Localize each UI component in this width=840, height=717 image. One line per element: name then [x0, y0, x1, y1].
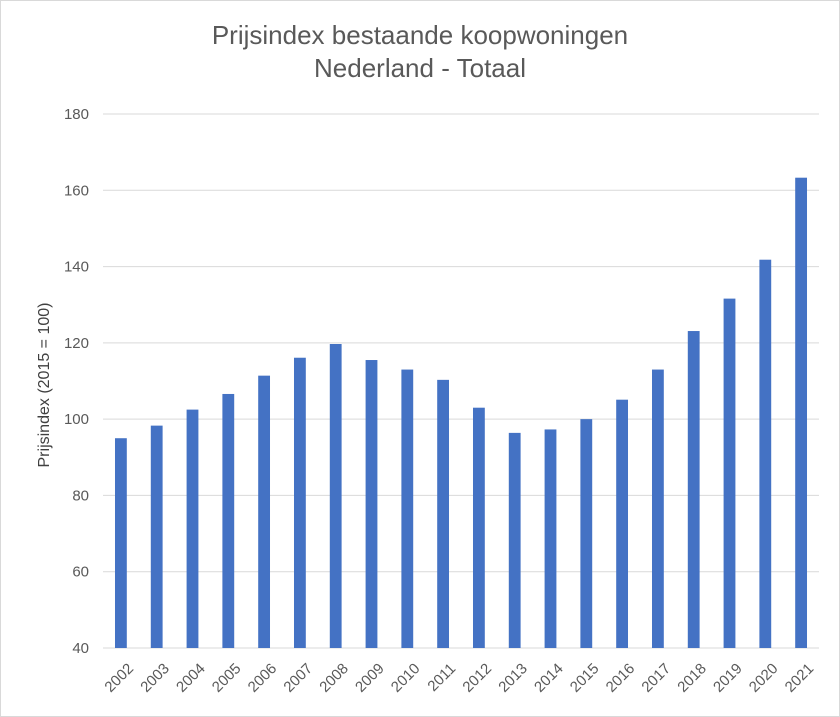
x-tick-label: 2021 [782, 660, 818, 696]
bar-2007 [293, 357, 306, 648]
bar-2003 [150, 425, 163, 648]
x-tick-label: 2014 [531, 660, 567, 696]
x-tick-label: 2012 [459, 660, 495, 696]
y-tick-label: 60 [72, 564, 89, 581]
x-tick-label: 2004 [173, 660, 209, 696]
y-tick-label: 180 [64, 106, 89, 123]
bar-2011 [437, 379, 450, 648]
bar-2013 [508, 432, 521, 648]
bar-2018 [687, 331, 700, 648]
bar-2019 [723, 298, 736, 648]
x-tick-label: 2020 [746, 660, 782, 696]
x-tick-label: 2013 [495, 660, 531, 696]
bar-2020 [759, 259, 772, 648]
x-tick-label: 2018 [674, 660, 710, 696]
x-tick-label: 2007 [280, 660, 316, 696]
x-tick-label: 2008 [316, 660, 352, 696]
gridlines [103, 113, 819, 649]
chart-title: Prijsindex bestaande koopwoningen Nederl… [1, 19, 839, 85]
y-tick-label: 160 [64, 182, 89, 199]
chart-title-line-1: Prijsindex bestaande koopwoningen [211, 20, 629, 50]
x-tick-label: 2017 [638, 660, 674, 696]
x-tick-label: 2010 [388, 660, 424, 696]
x-tick-label: 2016 [603, 660, 639, 696]
y-axis-title: Prijsindex (2015 = 100) [36, 303, 53, 468]
bar-2009 [365, 360, 378, 648]
x-tick-label: 2015 [567, 660, 603, 696]
x-axis-ticks: 2002 2003 2004 2005 2006 2007 2008 2009 2010 2011… [101, 660, 817, 696]
bar-2008 [329, 344, 342, 648]
y-tick-label: 140 [64, 259, 89, 276]
x-tick-label: 2009 [352, 660, 388, 696]
bar-2016 [616, 399, 629, 648]
bar-2004 [186, 409, 199, 648]
bar-2010 [401, 369, 414, 648]
y-tick-label: 40 [72, 640, 89, 657]
x-tick-label: 2003 [137, 660, 173, 696]
x-tick-label: 2006 [245, 660, 281, 696]
bar-2002 [114, 438, 127, 648]
bars [114, 177, 808, 648]
x-tick-label: 2019 [710, 660, 746, 696]
y-tick-label: 100 [64, 411, 89, 428]
chart-title-line-2: Nederland - Totaal [314, 53, 526, 83]
bar-2012 [472, 407, 485, 648]
x-tick-label: 2011 [424, 660, 459, 695]
bar-2006 [258, 375, 271, 648]
y-tick-label: 120 [64, 335, 89, 352]
y-tick-label: 80 [72, 487, 89, 504]
x-tick-label: 2005 [209, 660, 245, 696]
bar-2014 [544, 429, 557, 648]
bar-2005 [222, 393, 235, 648]
y-axis-ticks: 40 60 80 100 120 140 160 180 [64, 106, 89, 657]
bar-2015 [580, 419, 593, 648]
bar-2017 [651, 369, 664, 648]
bar-2021 [795, 177, 808, 648]
x-tick-label: 2002 [101, 660, 137, 696]
